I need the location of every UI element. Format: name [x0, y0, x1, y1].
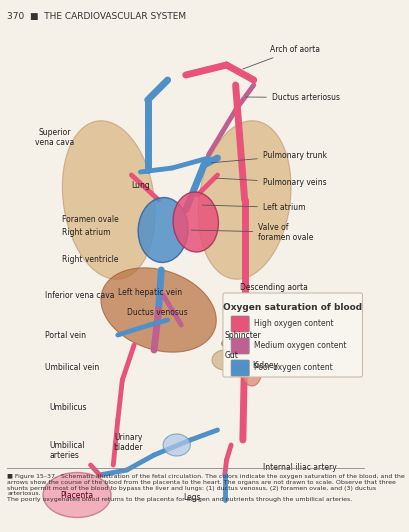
- Ellipse shape: [198, 121, 290, 279]
- Text: Medium oxygen content: Medium oxygen content: [253, 342, 345, 351]
- Text: ■ Figure 15–37.  Schematic illustration of the fetal circulation. The colors ind: ■ Figure 15–37. Schematic illustration o…: [7, 474, 404, 502]
- Text: High oxygen content: High oxygen content: [253, 320, 333, 328]
- Text: Superior
vena cava: Superior vena cava: [35, 128, 74, 147]
- Ellipse shape: [62, 121, 155, 279]
- Text: Umbilical vein: Umbilical vein: [45, 363, 99, 372]
- Text: Right atrium: Right atrium: [61, 228, 110, 237]
- Text: Descending aorta: Descending aorta: [240, 283, 307, 292]
- Text: Poor oxygen content: Poor oxygen content: [253, 363, 332, 372]
- Text: Left hepatic vein: Left hepatic vein: [117, 288, 182, 297]
- Text: Umbilicus: Umbilicus: [50, 403, 87, 412]
- Text: Gut: Gut: [224, 351, 238, 360]
- Text: Urinary
bladder: Urinary bladder: [113, 433, 143, 452]
- Text: Left atrium: Left atrium: [202, 203, 305, 212]
- Text: Sphincter: Sphincter: [224, 331, 261, 340]
- Ellipse shape: [101, 268, 216, 352]
- FancyBboxPatch shape: [222, 293, 362, 377]
- Text: Pulmonary trunk: Pulmonary trunk: [211, 151, 326, 163]
- Ellipse shape: [241, 354, 261, 386]
- FancyBboxPatch shape: [231, 360, 249, 376]
- Text: Kidney: Kidney: [251, 361, 277, 370]
- Ellipse shape: [43, 472, 111, 518]
- Ellipse shape: [211, 350, 237, 370]
- Text: Umbilical
arteries: Umbilical arteries: [50, 440, 85, 460]
- Text: Oxygen saturation of blood: Oxygen saturation of blood: [222, 303, 362, 312]
- FancyBboxPatch shape: [231, 316, 249, 332]
- Text: Foramen ovale: Foramen ovale: [61, 215, 118, 224]
- Text: Inferior vena cava: Inferior vena cava: [45, 291, 115, 300]
- Ellipse shape: [138, 197, 188, 262]
- Text: Pulmonary veins: Pulmonary veins: [215, 178, 326, 187]
- Text: Portal vein: Portal vein: [45, 331, 86, 340]
- Text: Ductus arteriosus: Ductus arteriosus: [245, 93, 339, 102]
- Text: Right ventricle: Right ventricle: [61, 255, 118, 264]
- Text: Arch of aorta: Arch of aorta: [242, 45, 319, 69]
- Text: Placenta: Placenta: [60, 491, 93, 500]
- Text: Ductus venosus: Ductus venosus: [126, 308, 187, 317]
- Ellipse shape: [163, 434, 190, 456]
- Text: Lung: Lung: [131, 181, 149, 190]
- Text: 370  ■  THE CARDIOVASCULAR SYSTEM: 370 ■ THE CARDIOVASCULAR SYSTEM: [7, 12, 186, 21]
- Ellipse shape: [173, 192, 218, 252]
- Text: Internal iliac artery: Internal iliac artery: [262, 463, 336, 472]
- FancyBboxPatch shape: [231, 338, 249, 354]
- Text: Valve of
foramen ovale: Valve of foramen ovale: [191, 222, 313, 242]
- Text: Legs: Legs: [183, 493, 200, 502]
